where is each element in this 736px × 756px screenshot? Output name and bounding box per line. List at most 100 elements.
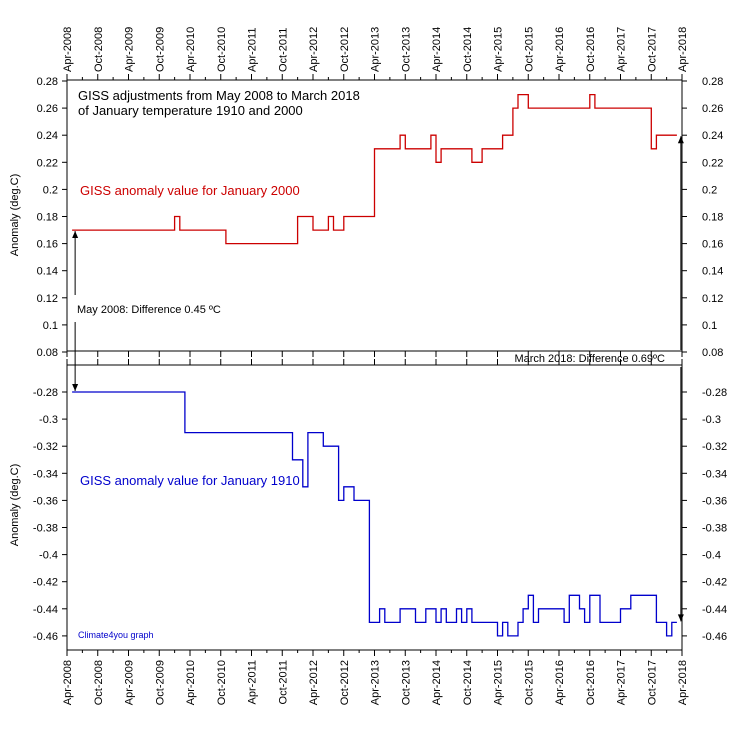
x-tick-label-bottom: Apr-2017 [616,660,628,705]
y-tick-label-left: -0.4 [39,550,58,562]
y-tick-label-left: -0.28 [33,387,58,399]
x-tick-label-top: Apr-2018 [677,27,689,72]
x-tick-label-top: Apr-2011 [247,28,259,72]
y-tick-label-right: -0.4 [702,550,721,562]
y-tick-label-right: 0.26 [702,103,723,115]
y-tick-label-right: 0.24 [702,130,723,142]
y-tick-label-right: 0.28 [702,76,723,88]
x-tick-label-bottom: Oct-2008 [93,660,105,705]
x-tick-label-top: Oct-2010 [216,27,228,72]
y-ticks-bottom: -0.28 -0.28 -0.3 -0.3 -0.32 -0.32 -0.34 -0.34 -0… [33,387,727,643]
x-tick-label-bottom: Apr-2013 [370,660,382,705]
x-tick-label-top: Oct-2016 [585,27,597,72]
y-tick-label-left: -0.44 [33,604,58,616]
y-tick-label-left: -0.36 [33,495,58,507]
x-axis: Apr-2008 Apr-2008 Oct-2008 Oct-2008 Apr-2009… [62,27,689,706]
y-tick-label-left: -0.34 [33,468,58,480]
x-tick-label-bottom: Apr-2010 [185,660,197,705]
y-tick-label-right: 0.12 [702,293,723,305]
y-tick-label-right: -0.32 [702,441,727,453]
x-tick-label-top: Oct-2012 [339,27,351,72]
y-tick-label-left: -0.3 [39,414,58,426]
x-tick-label-top: Oct-2015 [523,27,535,72]
x-tick-label-top: Oct-2013 [400,27,412,72]
y-tick-label-right: -0.3 [702,414,721,426]
x-tick-label-bottom: Apr-2009 [124,660,136,705]
y-tick-label-left: -0.42 [33,577,58,589]
y-tick-label-left: -0.32 [33,441,58,453]
credit-label: Climate4you graph [78,630,154,640]
arrow-march-2018-up-head [677,136,684,144]
x-tick-label-top: Oct-2017 [646,27,658,72]
x-tick-label-bottom: Oct-2010 [216,660,228,705]
y-tick-label-left: 0.08 [37,347,58,359]
y-tick-label-left: 0.1 [43,320,58,332]
x-tick-label-top: Apr-2010 [185,27,197,72]
y-tick-label-left: 0.22 [37,157,58,169]
chart-title-line-1: GISS adjustments from May 2008 to March … [78,88,360,103]
x-tick-label-bottom: Apr-2008 [62,660,74,705]
arrow-may-2008-up-head [72,231,79,239]
y-tick-label-right: 0.16 [702,239,723,251]
series-jan-1910 [72,391,677,637]
y-tick-label-right: 0.18 [702,212,723,224]
x-tick-label-top: Oct-2011 [277,28,289,72]
x-tick-label-top: Oct-2014 [462,27,474,72]
y-tick-label-right: 0.22 [702,157,723,169]
y-tick-label-right: -0.46 [702,631,727,643]
x-tick-label-bottom: Oct-2015 [523,660,535,705]
x-tick-label-bottom: Apr-2015 [493,660,505,705]
x-tick-label-bottom: Apr-2016 [554,660,566,705]
x-tick-label-bottom: Oct-2012 [339,660,351,705]
x-tick-label-top: Oct-2008 [93,27,105,72]
y-tick-label-right: -0.42 [702,577,727,589]
y-tick-label-right: 0.1 [702,320,717,332]
x-tick-label-top: Apr-2017 [616,27,628,72]
x-tick-label-bottom: Apr-2011 [247,660,259,704]
y-tick-label-right: -0.44 [702,604,727,616]
y-tick-label-left: 0.12 [37,293,58,305]
y-tick-label-left: 0.24 [37,130,58,142]
x-tick-label-top: Apr-2009 [124,27,136,72]
x-tick-label-bottom: Oct-2009 [154,660,166,705]
y-tick-label-left: 0.26 [37,103,58,115]
y-tick-label-right: -0.38 [702,523,727,535]
x-tick-label-top: Apr-2012 [308,27,320,72]
panel-jan-2000: 0.28 0.28 0.26 0.26 0.24 0.24 0.22 0.22 0.2 0.2 0.… [9,76,723,359]
y-axis-title-top: Anomaly (deg.C) [9,174,21,257]
x-tick-label-bottom: Oct-2017 [646,660,658,705]
y-tick-label-left: -0.46 [33,631,58,643]
y-ticks-top: 0.28 0.28 0.26 0.26 0.24 0.24 0.22 0.22 0.2 0.2 0.… [37,76,724,359]
x-tick-label-top: Apr-2015 [493,27,505,72]
chart-title-line-2: of January temperature 1910 and 2000 [78,103,303,118]
y-tick-label-left: 0.14 [37,266,58,278]
y-tick-label-left: 0.2 [43,184,58,196]
y-tick-label-left: 0.28 [37,76,58,88]
difference-arrows [72,136,684,622]
y-tick-label-right: 0.08 [702,347,723,359]
series-line [72,391,677,637]
y-tick-label-left: 0.16 [37,239,58,251]
series-line [72,93,677,245]
x-tick-label-bottom: Oct-2013 [400,660,412,705]
x-tick-label-top: Apr-2008 [62,27,74,72]
y-tick-label-right: -0.36 [702,495,727,507]
series-label-jan-2000: GISS anomaly value for January 2000 [80,183,300,198]
arrow-may-2008-down-head [72,384,79,391]
y-tick-label-left: -0.38 [33,523,58,535]
x-tick-label-bottom: Oct-2014 [462,660,474,705]
y-tick-label-right: -0.28 [702,387,727,399]
x-tick-label-top: Oct-2009 [154,27,166,72]
x-tick-label-top: Apr-2013 [370,27,382,72]
y-tick-label-left: 0.18 [37,212,58,224]
x-tick-label-top: Apr-2016 [554,27,566,72]
annotation-may-2008: May 2008: Difference 0.45 ºC [77,304,221,316]
y-axis-title-bottom: Anomaly (deg.C) [9,464,21,547]
x-tick-label-bottom: Oct-2011 [277,660,289,704]
x-tick-label-bottom: Apr-2014 [431,660,443,705]
y-tick-label-right: -0.34 [702,468,727,480]
x-tick-label-bottom: Apr-2012 [308,660,320,705]
y-tick-label-right: 0.2 [702,184,717,196]
